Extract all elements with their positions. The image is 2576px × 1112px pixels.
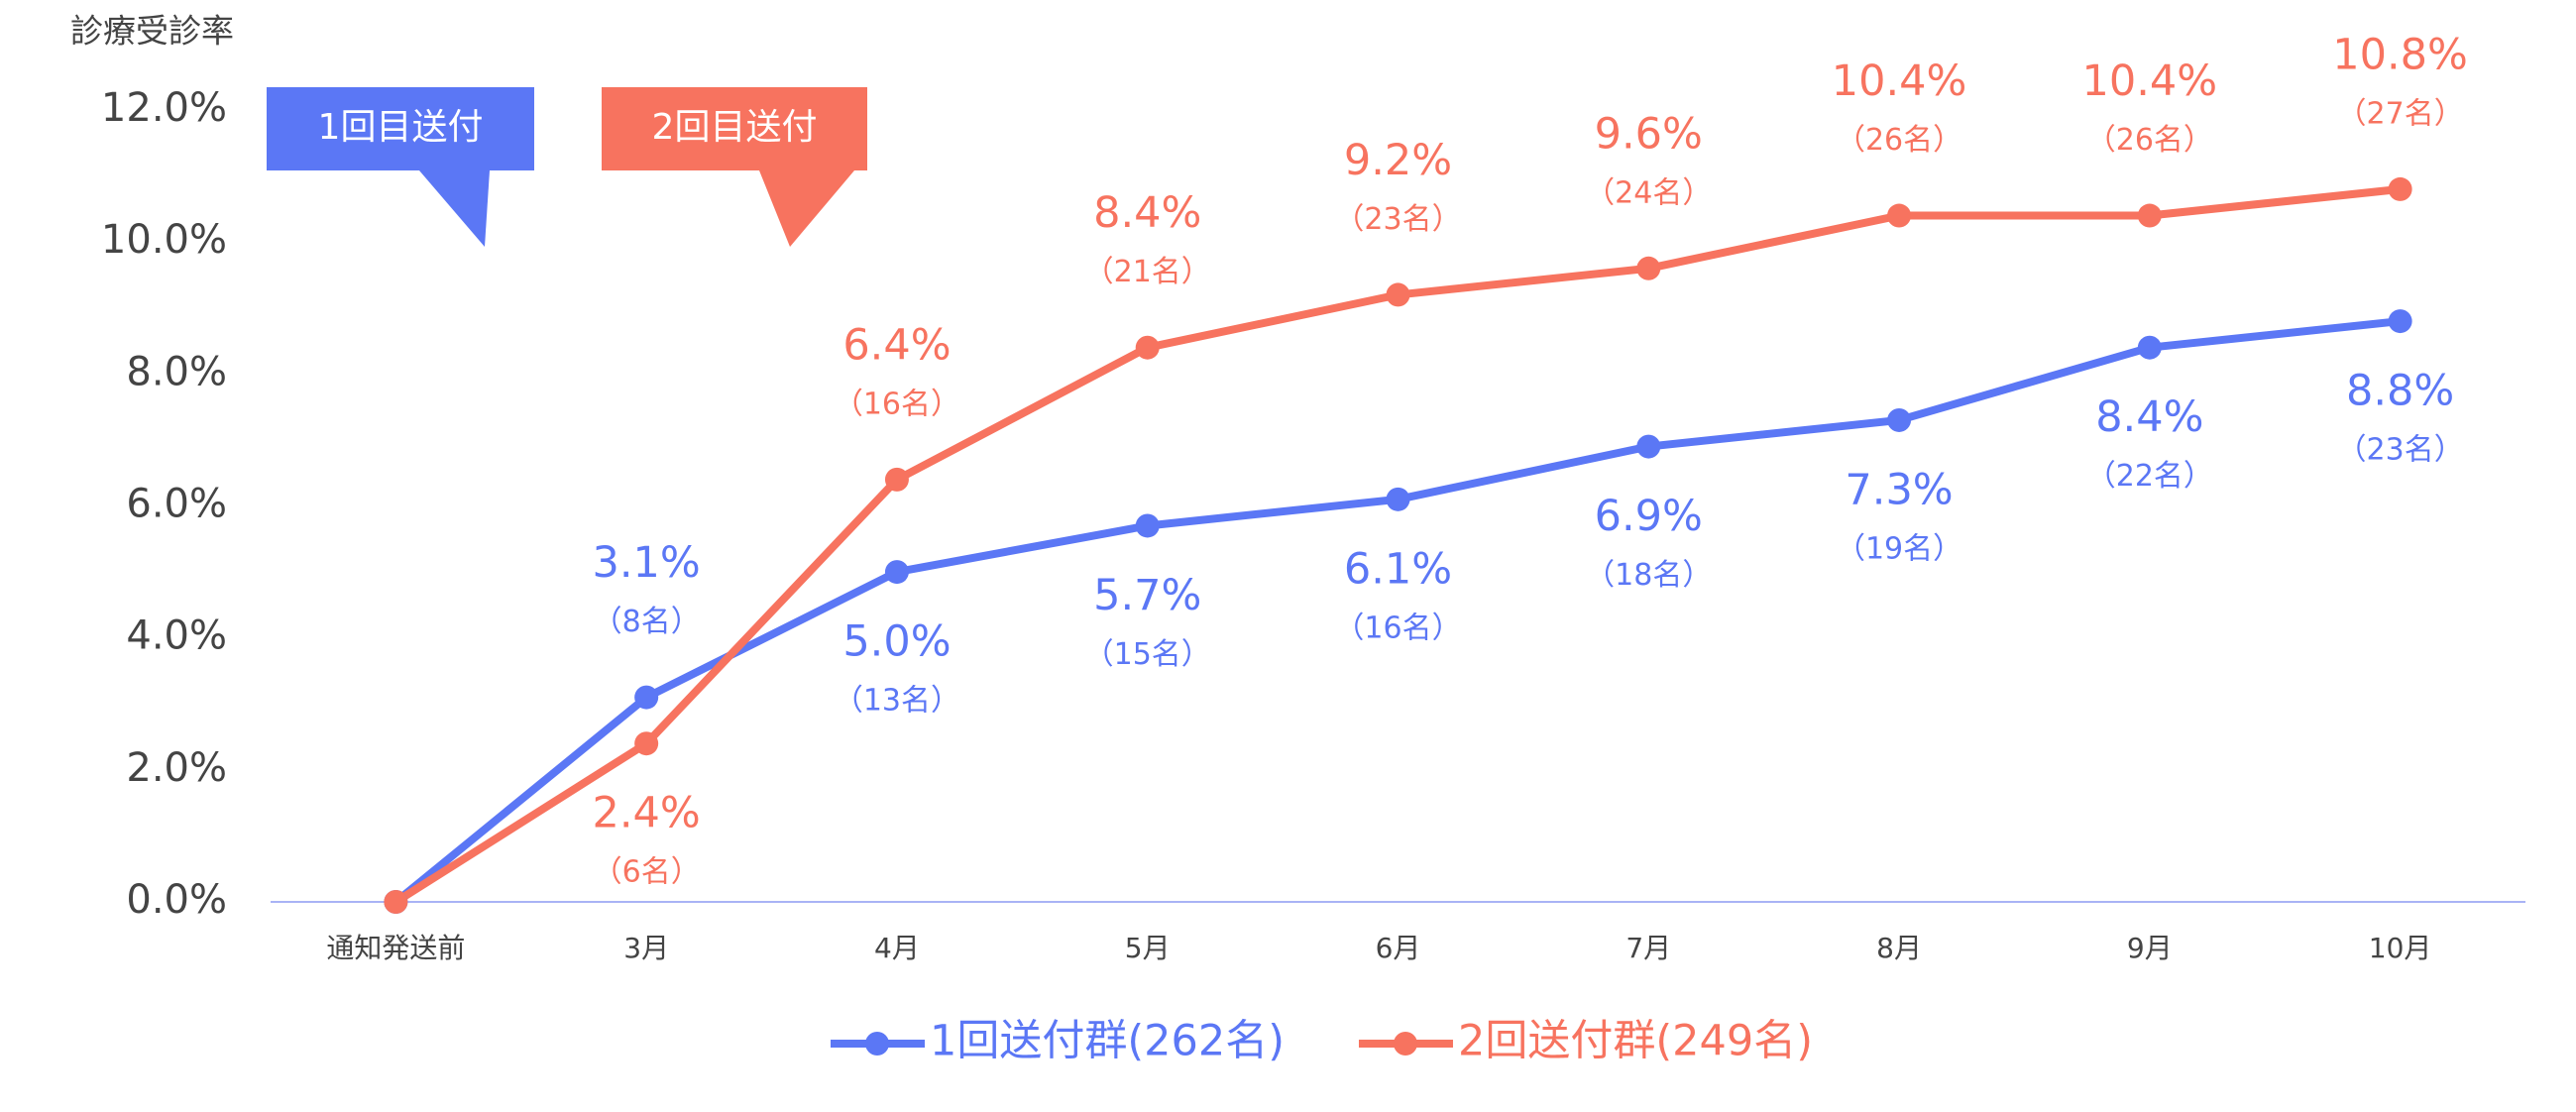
value-label: 10.8%	[2332, 30, 2468, 79]
count-label: （15名）	[1084, 637, 1211, 672]
data-point	[1887, 203, 1912, 228]
value-label: 8.4%	[1093, 188, 1201, 238]
data-point	[1135, 335, 1160, 360]
x-tick-label: 10月	[2369, 932, 2432, 964]
count-label: （23名）	[2337, 433, 2464, 468]
callout-text: 2回目送付	[652, 107, 818, 148]
value-label: 9.2%	[1344, 136, 1452, 185]
y-tick-label: 6.0%	[126, 482, 227, 527]
value-label: 3.1%	[593, 538, 701, 588]
x-tick-label: 9月	[2127, 932, 2173, 964]
count-label: （6名）	[593, 855, 701, 890]
count-label: （27名）	[2337, 96, 2464, 131]
data-point	[1636, 434, 1661, 459]
x-tick-label: 8月	[1876, 932, 1922, 964]
x-tick-label: 5月	[1125, 932, 1171, 964]
data-point	[634, 731, 659, 756]
data-point	[2388, 309, 2412, 334]
count-label: （24名）	[1585, 175, 1712, 210]
legend-marker	[1393, 1032, 1417, 1056]
data-point	[2388, 176, 2412, 201]
legend-marker	[865, 1032, 889, 1056]
value-label: 8.4%	[2095, 392, 2203, 442]
count-label: （23名）	[1334, 202, 1461, 237]
count-label: （22名）	[2086, 459, 2213, 494]
callout-box	[602, 87, 867, 170]
data-point	[1636, 256, 1661, 280]
callout-tail	[419, 170, 490, 247]
count-label: （16名）	[834, 387, 960, 421]
y-tick-label: 2.0%	[126, 745, 227, 791]
value-label: 2.4%	[593, 789, 701, 838]
data-point	[884, 560, 909, 585]
x-tick-label: 通知発送前	[326, 932, 465, 964]
value-label: 10.4%	[1832, 56, 1967, 106]
data-point	[1386, 282, 1410, 307]
data-point	[384, 890, 408, 914]
value-label: 6.4%	[842, 320, 951, 370]
x-tick-label: 3月	[623, 932, 669, 964]
count-label: （26名）	[1836, 123, 1962, 158]
value-label: 9.6%	[1595, 109, 1703, 159]
y-tick-label: 4.0%	[126, 613, 227, 659]
y-tick-label: 12.0%	[101, 85, 227, 131]
data-point	[634, 685, 659, 710]
data-point	[2137, 335, 2162, 360]
value-label: 5.0%	[842, 617, 951, 667]
value-label: 8.8%	[2346, 367, 2454, 416]
count-label: （19名）	[1836, 531, 1962, 566]
y-tick-label: 10.0%	[101, 217, 227, 263]
callout-tail	[759, 170, 854, 247]
callout-text: 1回目送付	[318, 107, 484, 148]
count-label: （21名）	[1084, 255, 1211, 289]
count-label: （16名）	[1334, 611, 1461, 645]
y-tick-label: 8.0%	[126, 349, 227, 394]
x-tick-label: 7月	[1625, 932, 1671, 964]
data-point	[1887, 407, 1912, 432]
count-label: （18名）	[1585, 558, 1712, 593]
x-tick-label: 4月	[874, 932, 920, 964]
y-tick-label: 0.0%	[126, 877, 227, 923]
y-axis-title: 診療受診率	[70, 12, 234, 51]
count-label: （8名）	[593, 605, 701, 639]
x-tick-label: 6月	[1376, 932, 1421, 964]
value-label: 6.9%	[1595, 492, 1703, 541]
legend-label: 1回送付群(262名)	[930, 1017, 1285, 1066]
count-label: （13名）	[834, 684, 960, 719]
count-label: （26名）	[2086, 123, 2213, 158]
data-point	[1386, 487, 1410, 511]
value-label: 6.1%	[1344, 544, 1452, 594]
legend-label: 2回送付群(249名)	[1458, 1017, 1813, 1066]
value-label: 10.4%	[2082, 56, 2218, 106]
value-label: 7.3%	[1845, 465, 1953, 514]
callout-box	[267, 87, 534, 170]
value-label: 5.7%	[1093, 571, 1201, 620]
data-point	[2137, 203, 2162, 228]
data-point	[1135, 513, 1160, 538]
data-point	[884, 467, 909, 492]
